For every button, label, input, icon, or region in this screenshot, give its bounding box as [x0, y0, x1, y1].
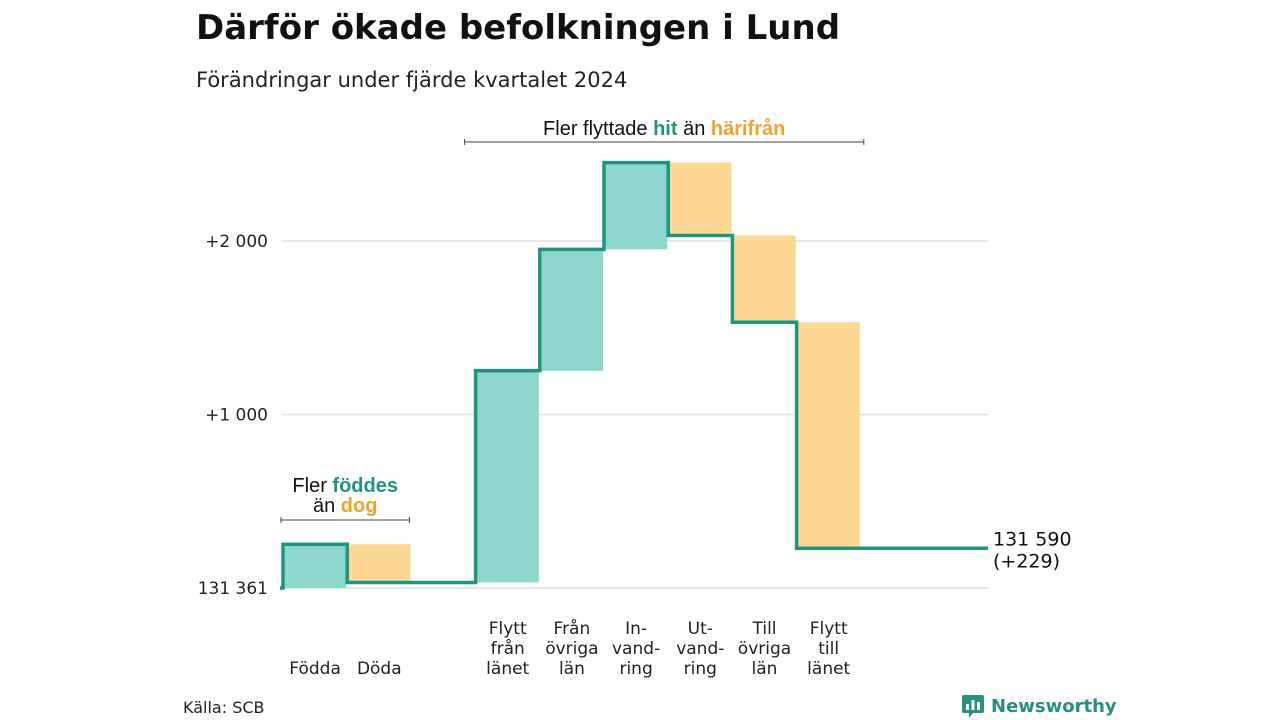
x-category-label: från — [491, 638, 525, 659]
bar-7 — [732, 235, 796, 323]
bar-5 — [604, 162, 668, 250]
cumulative-step-line — [280, 160, 988, 590]
y-tick-label: +2 000 — [205, 232, 268, 252]
end-change-label: (+229) — [993, 550, 1060, 572]
migration-annotation: Fler flyttade hit än härifrån — [543, 117, 785, 140]
x-category-label: län — [752, 659, 778, 679]
migration-bracket — [464, 139, 865, 145]
x-category-label: län — [559, 659, 585, 679]
x-category-label: Döda — [357, 659, 402, 679]
x-category-label: Födda — [289, 659, 341, 679]
source-note: Källa: SCB — [183, 698, 265, 717]
x-category-label: vand- — [676, 639, 724, 659]
bar-6 — [668, 162, 732, 236]
x-category-label: Till — [751, 619, 776, 639]
x-category-label: Flytt — [489, 619, 527, 639]
bar-3 — [475, 370, 539, 583]
x-category-label: länet — [807, 659, 850, 679]
bar-8 — [796, 322, 860, 549]
brand-logo: Newsworthy — [961, 693, 1117, 719]
bar-2 — [347, 544, 411, 583]
x-category-label: övriga — [738, 639, 791, 659]
bar-1 — [283, 544, 347, 588]
bar-chart-speech-icon — [962, 695, 984, 718]
x-category-label: Ut- — [688, 619, 713, 639]
x-category-label: ring — [619, 659, 652, 679]
births-annotation-line1: Fler föddes — [292, 475, 398, 497]
births-bracket — [280, 517, 410, 523]
x-category-label: övriga — [545, 639, 598, 659]
chart-title: Därför ökade befolkningen i Lund — [196, 8, 841, 48]
brand-name: Newsworthy — [991, 695, 1117, 717]
x-category-label: Från — [554, 618, 591, 639]
bar-4 — [539, 249, 603, 371]
bars-group — [283, 162, 860, 588]
births-annotation-line2: än dog — [313, 495, 377, 517]
x-category-label: länet — [486, 659, 529, 679]
chart-subtitle: Förändringar under fjärde kvartalet 2024 — [196, 68, 628, 92]
x-category-label: till — [818, 639, 839, 659]
x-category-label: ring — [684, 659, 717, 679]
y-tick-label: 131 361 — [198, 579, 268, 599]
y-tick-label: +1 000 — [205, 406, 268, 426]
x-category-label: In- — [625, 619, 647, 639]
end-value-label: 131 590 — [993, 528, 1072, 550]
x-category-label: vand- — [612, 639, 660, 659]
x-category-label: Flytt — [810, 619, 848, 639]
